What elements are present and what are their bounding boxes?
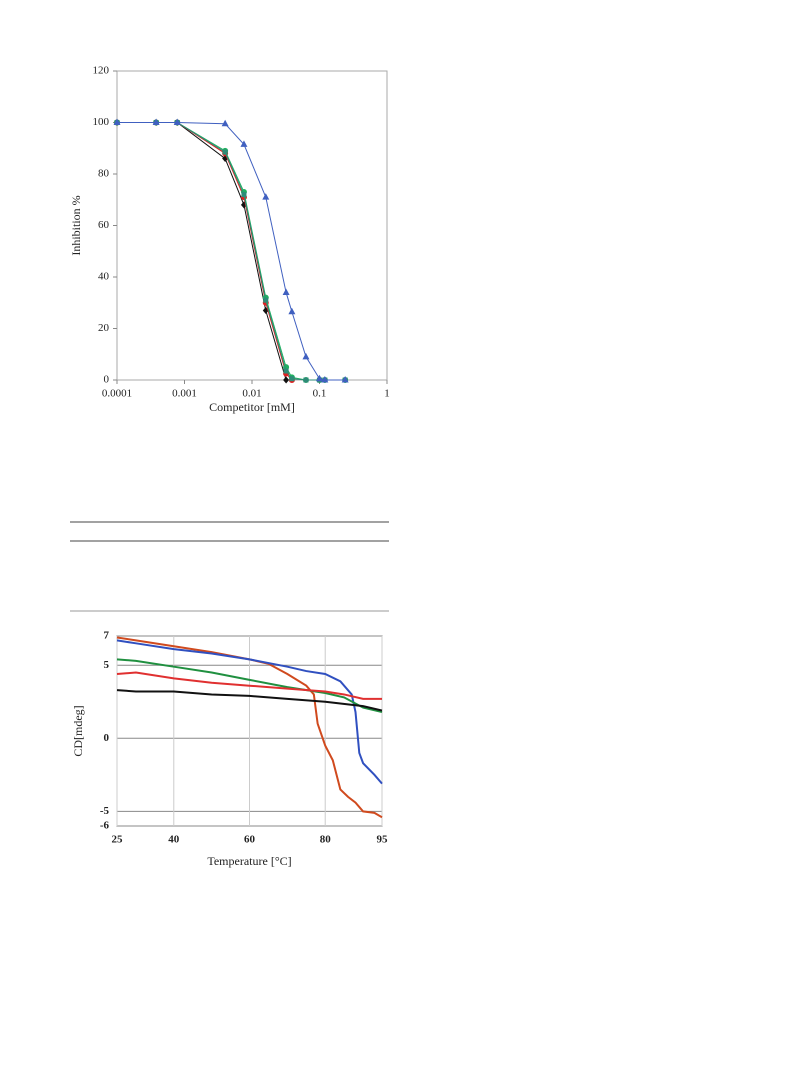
marker xyxy=(240,140,248,147)
y-axis-label: Inhibition % xyxy=(69,195,83,255)
series-line xyxy=(117,122,293,381)
x-tick-label: 40 xyxy=(168,834,180,846)
y-tick-label: 40 xyxy=(98,271,110,283)
x-tick-label: 80 xyxy=(320,834,332,846)
series-line xyxy=(117,122,346,381)
x-tick-label: 95 xyxy=(377,834,389,846)
y-tick-label: 7 xyxy=(104,630,110,642)
series-line xyxy=(116,636,383,819)
x-tick-label: 1 xyxy=(384,388,390,400)
y-tick-label: -6 xyxy=(100,820,110,832)
marker xyxy=(263,297,269,303)
series-line xyxy=(116,689,383,712)
series-line xyxy=(117,122,346,381)
x-tick-label: 0.1 xyxy=(313,388,327,400)
marker xyxy=(303,377,309,383)
marker xyxy=(302,352,310,360)
marker xyxy=(321,376,329,383)
marker xyxy=(241,192,247,198)
x-tick-label: 0.01 xyxy=(242,388,261,400)
x-tick-label: 25 xyxy=(112,834,124,846)
marker xyxy=(283,368,289,374)
marker xyxy=(113,118,121,125)
marker xyxy=(152,118,160,125)
marker xyxy=(288,307,296,315)
marker xyxy=(316,374,323,382)
marker xyxy=(221,119,229,127)
plot-frame xyxy=(116,70,388,381)
y-tick-label: -5 xyxy=(100,805,110,817)
marker xyxy=(283,376,290,384)
series-line xyxy=(117,122,287,381)
marker xyxy=(173,118,181,125)
x-axis-label: Competitor [mM] xyxy=(209,400,295,414)
y-tick-label: 5 xyxy=(104,659,110,671)
series-line xyxy=(116,671,382,700)
y-tick-label: 60 xyxy=(98,219,110,231)
series-line xyxy=(116,639,383,785)
y-tick-label: 100 xyxy=(93,116,110,128)
x-tick-label: 60 xyxy=(244,834,256,846)
marker xyxy=(282,288,290,295)
series-line xyxy=(116,658,383,713)
series-line xyxy=(117,122,346,381)
x-axis-label: Temperature [°C] xyxy=(207,854,291,868)
marker xyxy=(289,376,295,382)
y-tick-label: 0 xyxy=(104,374,110,386)
x-tick-label: 0.001 xyxy=(172,388,197,400)
marker xyxy=(341,376,349,383)
y-axis-label: CD[mdeg] xyxy=(71,705,85,756)
marker xyxy=(222,149,228,155)
y-tick-label: 20 xyxy=(98,322,110,334)
y-tick-label: 0 xyxy=(104,732,110,744)
x-tick-label: 0.0001 xyxy=(102,388,132,400)
marker xyxy=(262,193,270,200)
y-tick-label: 80 xyxy=(98,168,110,180)
y-tick-label: 120 xyxy=(93,65,110,77)
